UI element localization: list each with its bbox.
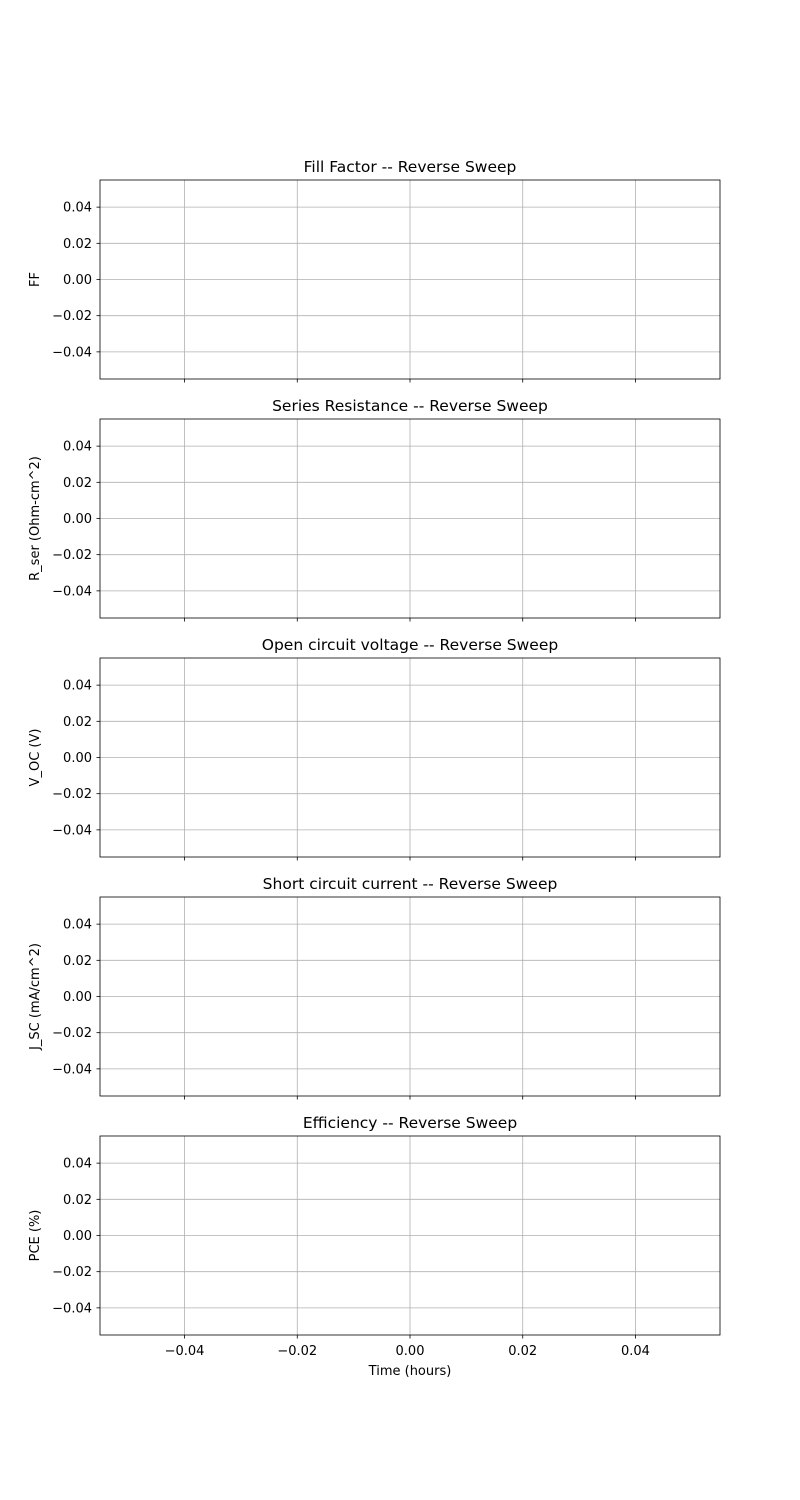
subplot: −0.04 −0.02 0.00 0.02 0.04 Fill Factor -- Rev… <box>28 158 721 383</box>
subplot-title: Fill Factor -- Reverse Sweep <box>304 158 517 176</box>
x-tick-label: 0.04 <box>621 1344 650 1359</box>
x-tick-label: −0.04 <box>165 1344 205 1359</box>
y-tick-label: 0.04 <box>63 1157 92 1172</box>
y-tick-label: −0.04 <box>52 1062 92 1077</box>
subplot-title: Short circuit current -- Reverse Sweep <box>263 875 558 893</box>
y-tick-label: −0.02 <box>52 309 92 324</box>
y-tick-label: −0.02 <box>52 787 92 802</box>
y-tick-label: 0.02 <box>63 237 92 252</box>
y-tick-label: 0.02 <box>63 954 92 969</box>
x-axis-label: Time (hours) <box>368 1364 452 1379</box>
y-tick-label: −0.02 <box>52 1265 92 1280</box>
y-tick-label: −0.04 <box>52 345 92 360</box>
x-tick-label: −0.02 <box>277 1344 317 1359</box>
subplot-title: Efficiency -- Reverse Sweep <box>303 1114 517 1132</box>
y-tick-label: 0.02 <box>63 476 92 491</box>
y-tick-label: 0.04 <box>63 440 92 455</box>
subplot: −0.04 −0.02 0.00 0.02 0.04 −0.04 −0.02 0.00 0.02… <box>28 1114 721 1379</box>
y-tick-label: 0.00 <box>63 751 92 766</box>
y-axis-label: PCE (%) <box>28 1210 43 1262</box>
y-tick-label: −0.04 <box>52 823 92 838</box>
y-tick-label: 0.04 <box>63 679 92 694</box>
subplot-title: Open circuit voltage -- Reverse Sweep <box>262 636 558 654</box>
y-tick-label: 0.00 <box>63 1229 92 1244</box>
x-tick-label: 0.02 <box>508 1344 537 1359</box>
y-tick-label: 0.04 <box>63 201 92 216</box>
subplot: −0.04 −0.02 0.00 0.02 0.04 Series Resistance … <box>28 397 721 622</box>
y-tick-label: 0.02 <box>63 715 92 730</box>
y-axis-label: FF <box>28 272 43 287</box>
y-axis-label: J_SC (mA/cm^2) <box>28 943 43 1051</box>
y-tick-label: −0.02 <box>52 1026 92 1041</box>
subplot-title: Series Resistance -- Reverse Sweep <box>272 397 548 415</box>
y-tick-label: −0.04 <box>52 1301 92 1316</box>
y-tick-label: −0.02 <box>52 548 92 563</box>
y-tick-label: −0.04 <box>52 584 92 599</box>
y-axis-label: R_ser (Ohm-cm^2) <box>28 456 43 581</box>
y-tick-label: 0.00 <box>63 512 92 527</box>
x-tick-label: 0.00 <box>396 1344 425 1359</box>
y-axis-label: V_OC (V) <box>28 729 43 787</box>
y-tick-label: 0.02 <box>63 1193 92 1208</box>
subplot: −0.04 −0.02 0.00 0.02 0.04 Short circuit curr… <box>28 875 721 1100</box>
y-tick-label: 0.00 <box>63 273 92 288</box>
y-tick-label: 0.04 <box>63 918 92 933</box>
y-tick-label: 0.00 <box>63 990 92 1005</box>
subplot: −0.04 −0.02 0.00 0.02 0.04 Open circuit volta… <box>28 636 721 861</box>
